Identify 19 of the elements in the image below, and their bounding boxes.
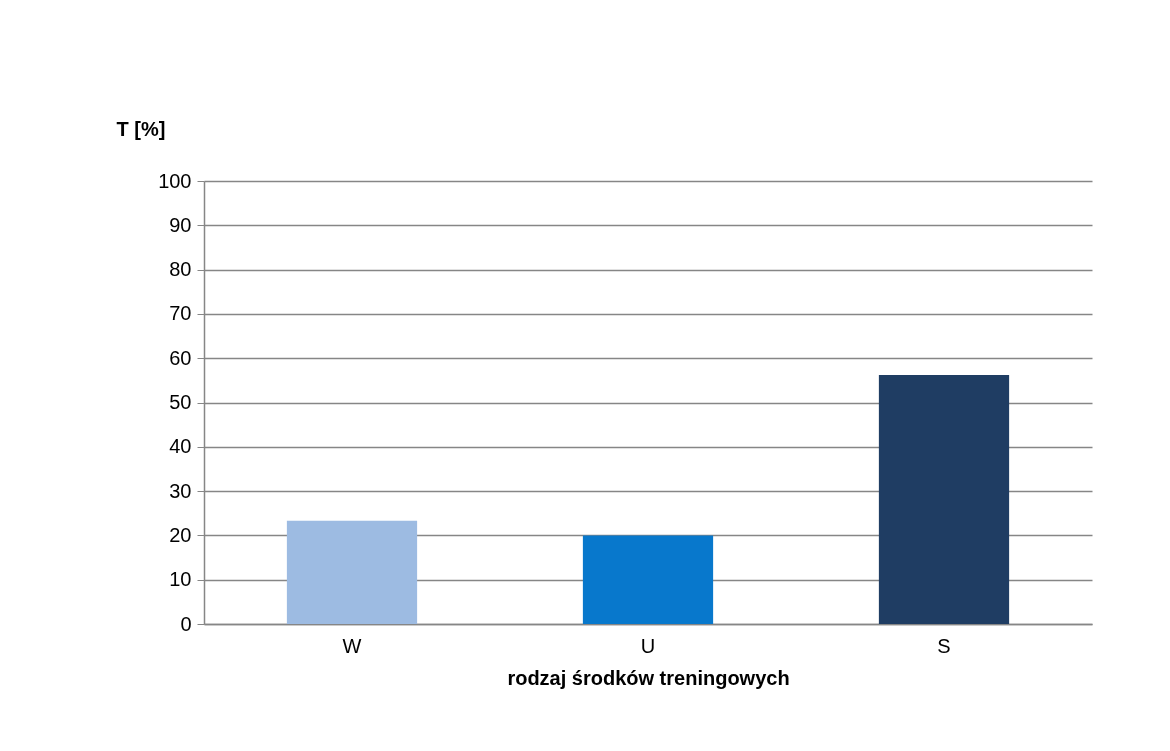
y-tick-label: 10 bbox=[169, 568, 192, 591]
bar bbox=[878, 375, 1010, 624]
x-axis-title: rodzaj środków treningowych bbox=[507, 666, 790, 689]
y-tick-label: 40 bbox=[169, 435, 192, 458]
y-tick-label: 0 bbox=[180, 612, 192, 635]
y-tick-label: 80 bbox=[169, 258, 192, 281]
y-tick-label: 30 bbox=[169, 479, 192, 502]
y-axis-title: T [%] bbox=[116, 117, 166, 140]
y-tick-label: 20 bbox=[169, 523, 192, 546]
y-tick-label: 60 bbox=[169, 346, 192, 369]
bar bbox=[286, 520, 418, 624]
bar bbox=[582, 535, 714, 624]
y-tick-label: 100 bbox=[158, 169, 192, 192]
x-tick-label: W bbox=[342, 634, 362, 657]
x-tick-label: U bbox=[640, 634, 656, 657]
y-tick-label: 90 bbox=[169, 213, 192, 236]
y-tick-label: 70 bbox=[169, 302, 192, 325]
x-tick-label: S bbox=[937, 634, 951, 657]
y-tick-label: 50 bbox=[169, 391, 192, 413]
